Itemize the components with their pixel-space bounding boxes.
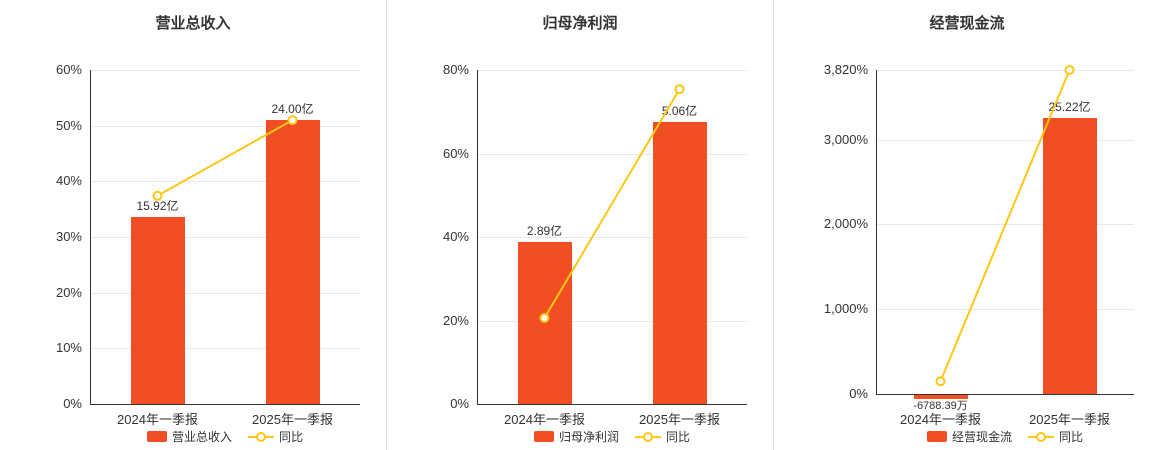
gridline [477, 70, 747, 71]
gridline [90, 348, 360, 350]
x-axis-category-label: 2024年一季报 [117, 412, 198, 427]
x-axis-category-label: 2025年一季报 [639, 412, 720, 427]
y-axis-line [477, 70, 478, 404]
bar-value-label: 15.92亿 [136, 198, 179, 213]
y-axis-tick-label: 0% [63, 396, 82, 411]
legend-line-series-label: 同比 [666, 430, 691, 444]
x-axis-category-label: 2024年一季报 [900, 412, 981, 427]
x-axis-category-label: 2025年一季报 [1029, 412, 1110, 427]
y-axis-tick-label: 10% [55, 340, 82, 356]
y-axis-tick-label: 60% [55, 62, 82, 77]
chart-panel-net-profit: 归母净利润 0% 20% 40% 60% 80% 2.89亿 2024年一季报 5.06亿 20… [386, 0, 773, 450]
x-axis-line [90, 404, 360, 405]
chart-legend: 经营现金流 同比 [876, 428, 1134, 445]
legend-line-series-label: 同比 [279, 430, 304, 444]
bar-series-swatch-icon [533, 431, 554, 442]
gridline [90, 181, 360, 183]
chart-legend: 营业总收入 同比 [90, 428, 360, 445]
chart-title: 营业总收入 [155, 15, 231, 32]
legend-bar-series-label: 营业总收入 [171, 430, 232, 444]
bar[interactable] [652, 122, 707, 404]
bar[interactable] [130, 216, 185, 404]
y-axis-tick-label: 3,820% [823, 62, 868, 77]
y-axis-tick-label: 20% [442, 312, 469, 328]
x-axis-category-label: 2024年一季报 [504, 412, 585, 427]
bar-value-label: 5.06亿 [661, 104, 698, 119]
y-axis-line [90, 70, 91, 404]
y-axis-tick-label: 3,000% [823, 131, 868, 147]
bar-series-swatch-icon [926, 431, 947, 442]
y-axis-tick-label: 0% [849, 386, 868, 401]
line-marker-dot-icon [1036, 431, 1046, 442]
y-axis-tick-label: 1,000% [823, 301, 868, 317]
line-series-swatch-icon [1028, 431, 1054, 442]
bar-series-swatch-icon [146, 431, 167, 442]
y-axis-tick-label: 0% [450, 396, 469, 411]
bar-value-label: 24.00亿 [271, 102, 314, 117]
legend-item-line-series[interactable]: 同比 [1028, 428, 1083, 445]
y-axis-tick-label: 30% [55, 229, 82, 244]
bar-value-label: 25.22亿 [1048, 100, 1091, 115]
gridline [90, 125, 360, 127]
bar[interactable] [265, 120, 320, 404]
chart-plot-area: 0% 20% 40% 60% 80% 2.89亿 2024年一季报 5.06亿 2025年一季报 [387, 0, 773, 450]
y-axis-tick-label: 50% [55, 117, 82, 133]
chart-panel-operating-cash-flow: 经营现金流 0% 1,000% 2,000% 3,000% 3,820% -6788.39… [773, 0, 1160, 450]
legend-bar-series-label: 经营现金流 [951, 430, 1012, 444]
legend-item-line-series[interactable]: 同比 [635, 428, 690, 445]
bar-value-label: -6788.39万 [913, 400, 968, 413]
chart-title: 经营现金流 [929, 15, 1005, 32]
y-axis-tick-label: 20% [55, 284, 82, 300]
legend-item-line-series[interactable]: 同比 [248, 428, 303, 445]
y-axis-tick-label: 80% [442, 62, 469, 77]
legend-line-series-label: 同比 [1059, 430, 1084, 444]
chart-title: 归母净利润 [542, 15, 618, 32]
legend-item-bar-series[interactable]: 经营现金流 [926, 428, 1012, 445]
legend-item-bar-series[interactable]: 营业总收入 [146, 428, 232, 445]
bar[interactable] [913, 395, 968, 400]
line-marker-dot-icon [643, 431, 653, 442]
y-axis-tick-label: 60% [442, 145, 469, 161]
bar[interactable] [1042, 118, 1097, 394]
y-axis-tick-label: 2,000% [823, 216, 868, 232]
line-series-swatch-icon [635, 431, 661, 442]
x-axis-category-label: 2025年一季报 [252, 412, 333, 427]
line-marker-dot-icon [256, 431, 266, 442]
legend-bar-series-label: 归母净利润 [558, 430, 619, 444]
yoy-marker-icon[interactable] [674, 84, 685, 95]
gridline [90, 70, 360, 71]
bar[interactable] [517, 242, 572, 404]
gridline [477, 320, 747, 322]
legend-item-bar-series[interactable]: 归母净利润 [533, 428, 619, 445]
y-axis-tick-label: 40% [55, 173, 82, 189]
x-axis-line [876, 394, 1134, 395]
gridline [90, 292, 360, 294]
chart-plot-area: 0% 1,000% 2,000% 3,000% 3,820% -6788.39万 2024年… [774, 0, 1160, 450]
chart-panel-total-revenue: 营业总收入 0% 10% 20% 30% 40% 50% 60% 15.92亿 2024年一季报… [0, 0, 386, 450]
gridline [876, 70, 1134, 71]
chart-legend: 归母净利润 同比 [477, 428, 747, 445]
line-series-swatch-icon [248, 431, 274, 442]
yoy-marker-icon[interactable] [935, 376, 946, 387]
y-axis-tick-label: 40% [442, 229, 469, 244]
bar-value-label: 2.89亿 [526, 224, 563, 238]
x-axis-line [477, 404, 747, 405]
gridline [90, 237, 360, 238]
gridline [477, 153, 747, 155]
chart-plot-area: 0% 10% 20% 30% 40% 50% 60% 15.92亿 2024年一季报 24.00亿… [0, 0, 386, 450]
y-axis-line [876, 70, 877, 394]
